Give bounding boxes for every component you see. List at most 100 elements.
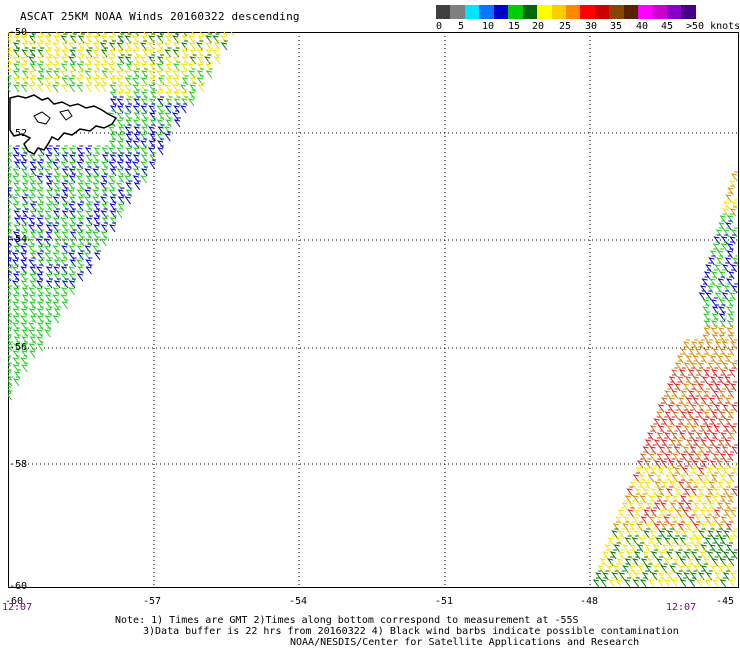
wind-barb: [710, 563, 718, 574]
wind-barb: [690, 465, 698, 476]
wind-barb: [722, 486, 731, 497]
wind-barb: [703, 346, 711, 357]
wind-barb: [712, 388, 720, 399]
wind-barb: [157, 145, 165, 156]
wind-barb: [690, 423, 698, 434]
wind-barb: [685, 437, 694, 448]
footnote-line: 3)Data buffer is 22 hrs from 20160322 4)…: [143, 626, 679, 637]
wind-barb: [698, 528, 706, 539]
wind-barb: [636, 542, 645, 553]
wind-barb: [699, 549, 707, 560]
wind-barb: [68, 285, 76, 296]
wind-barb: [643, 528, 651, 539]
wind-barb: [647, 577, 656, 588]
wind-barb: [76, 145, 84, 156]
wind-barb: [645, 563, 653, 574]
wind-barb: [61, 82, 69, 93]
wind-barb: [658, 549, 666, 560]
wind-barb: [723, 381, 731, 392]
wind-barb: [664, 472, 672, 483]
wind-barb: [712, 577, 720, 588]
wind-barb: [28, 194, 36, 205]
wind-barb: [677, 374, 685, 385]
lat-label: -60: [9, 581, 28, 592]
wind-barb: [667, 381, 675, 392]
wind-barb: [172, 82, 180, 93]
wind-barb: [14, 32, 19, 37]
colorbar-segment: [464, 5, 480, 19]
wind-barb: [20, 82, 28, 93]
wind-barb: [704, 535, 712, 546]
wind-barb: [197, 82, 205, 93]
lat-label: -56: [9, 342, 28, 353]
wind-barb: [669, 563, 677, 574]
wind-barb: [59, 68, 68, 79]
colorbar-label: 15: [508, 21, 521, 32]
wind-barb: [723, 528, 731, 539]
wind-barb: [213, 54, 221, 65]
wind-barb: [632, 514, 640, 525]
wind-barb: [672, 409, 680, 420]
wind-barb: [124, 194, 132, 205]
wind-barb: [722, 402, 730, 413]
wind-barb: [653, 437, 661, 448]
wind-barb: [660, 458, 668, 469]
wind-barb: [714, 402, 722, 413]
wind-barb: [140, 40, 148, 51]
swath-time-label: 12:07: [2, 602, 33, 613]
wind-barb: [173, 117, 181, 128]
wind-barb: [93, 250, 101, 261]
wind-barb: [676, 437, 684, 448]
wind-barb: [712, 535, 720, 546]
colorbar-label: 0: [436, 21, 443, 32]
wind-barb: [712, 514, 720, 525]
wind-barb: [680, 409, 688, 420]
wind-barb: [8, 306, 12, 317]
wind-barb: [718, 332, 726, 343]
colorbar-segment: [508, 5, 523, 19]
wind-barb: [12, 376, 21, 387]
wind-barb: [669, 500, 677, 511]
colorbar-label: 35: [610, 21, 623, 32]
wind-barb: [655, 556, 664, 567]
wind-barb: [116, 117, 124, 128]
wind-barb: [693, 542, 701, 553]
lat-label: -52: [9, 128, 28, 139]
wind-barb: [682, 528, 690, 539]
wind-barb: [618, 570, 626, 581]
wind-barb: [220, 40, 228, 51]
wind-barb: [701, 479, 709, 490]
wind-barb: [27, 243, 36, 254]
wind-barb: [707, 528, 715, 539]
wind-barb: [115, 208, 124, 219]
wind-barb: [164, 131, 172, 142]
coastline-inlet: [33, 109, 73, 125]
wind-barb: [690, 402, 698, 413]
wind-barb: [720, 241, 728, 252]
wind-barb: [725, 479, 733, 490]
wind-barb: [724, 437, 732, 448]
wind-barb: [722, 549, 730, 560]
wind-barb: [52, 313, 60, 324]
wind-barb: [180, 68, 188, 79]
wind-barb: [627, 507, 635, 518]
wind-barb: [100, 180, 108, 191]
lat-label: -50: [9, 27, 28, 38]
lon-label: -60: [5, 596, 24, 607]
wind-barb: [636, 500, 645, 511]
wind-barb: [688, 514, 696, 525]
wind-barb: [646, 500, 654, 511]
wind-barb: [674, 381, 682, 392]
wind-barb: [52, 299, 60, 310]
wind-barb: [702, 332, 710, 343]
colorbar-label: 45: [661, 21, 674, 32]
wind-barb: [109, 222, 117, 233]
wind-barb: [696, 430, 704, 441]
wind-barb: [701, 374, 709, 385]
wind-barb: [714, 262, 722, 273]
colorbar-label: 30: [585, 21, 598, 32]
wind-barb: [695, 367, 703, 378]
wind-barb: [107, 68, 116, 79]
colorbar-segment: [623, 5, 639, 19]
wind-barb: [669, 437, 677, 448]
